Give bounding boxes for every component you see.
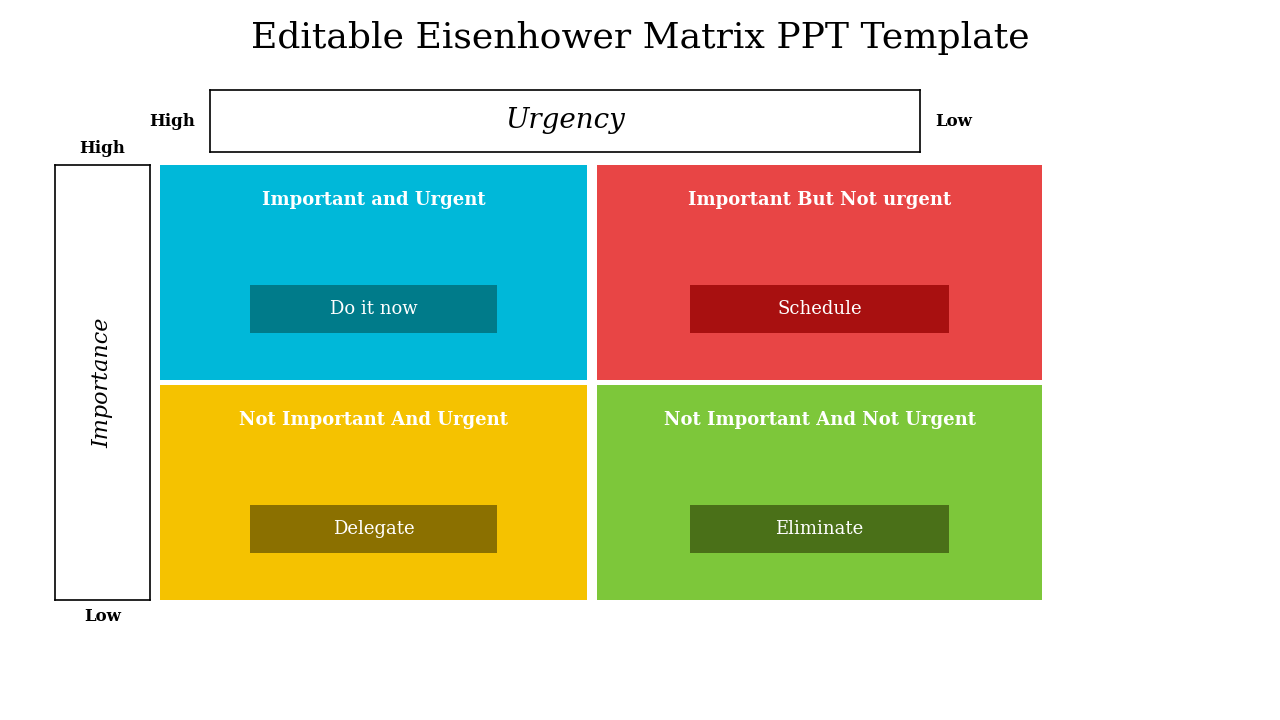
Text: Schedule: Schedule <box>777 300 861 318</box>
Text: Not Important And Urgent: Not Important And Urgent <box>239 411 508 429</box>
Text: Important But Not urgent: Important But Not urgent <box>687 191 951 209</box>
Bar <box>250 285 498 333</box>
Text: High: High <box>150 112 195 130</box>
Text: Do it now: Do it now <box>330 300 417 318</box>
Text: Eliminate: Eliminate <box>776 520 864 538</box>
Text: Delegate: Delegate <box>333 520 415 538</box>
Text: Low: Low <box>934 112 972 130</box>
Text: Urgency: Urgency <box>506 107 625 135</box>
Text: Editable Eisenhower Matrix PPT Template: Editable Eisenhower Matrix PPT Template <box>251 21 1029 55</box>
Text: Importance: Importance <box>91 318 114 448</box>
Bar <box>690 505 948 553</box>
Text: High: High <box>79 140 125 157</box>
Text: Low: Low <box>84 608 120 625</box>
Text: Important and Urgent: Important and Urgent <box>261 191 485 209</box>
Text: Not Important And Not Urgent: Not Important And Not Urgent <box>663 411 975 429</box>
Bar <box>690 285 948 333</box>
Bar <box>250 505 498 553</box>
